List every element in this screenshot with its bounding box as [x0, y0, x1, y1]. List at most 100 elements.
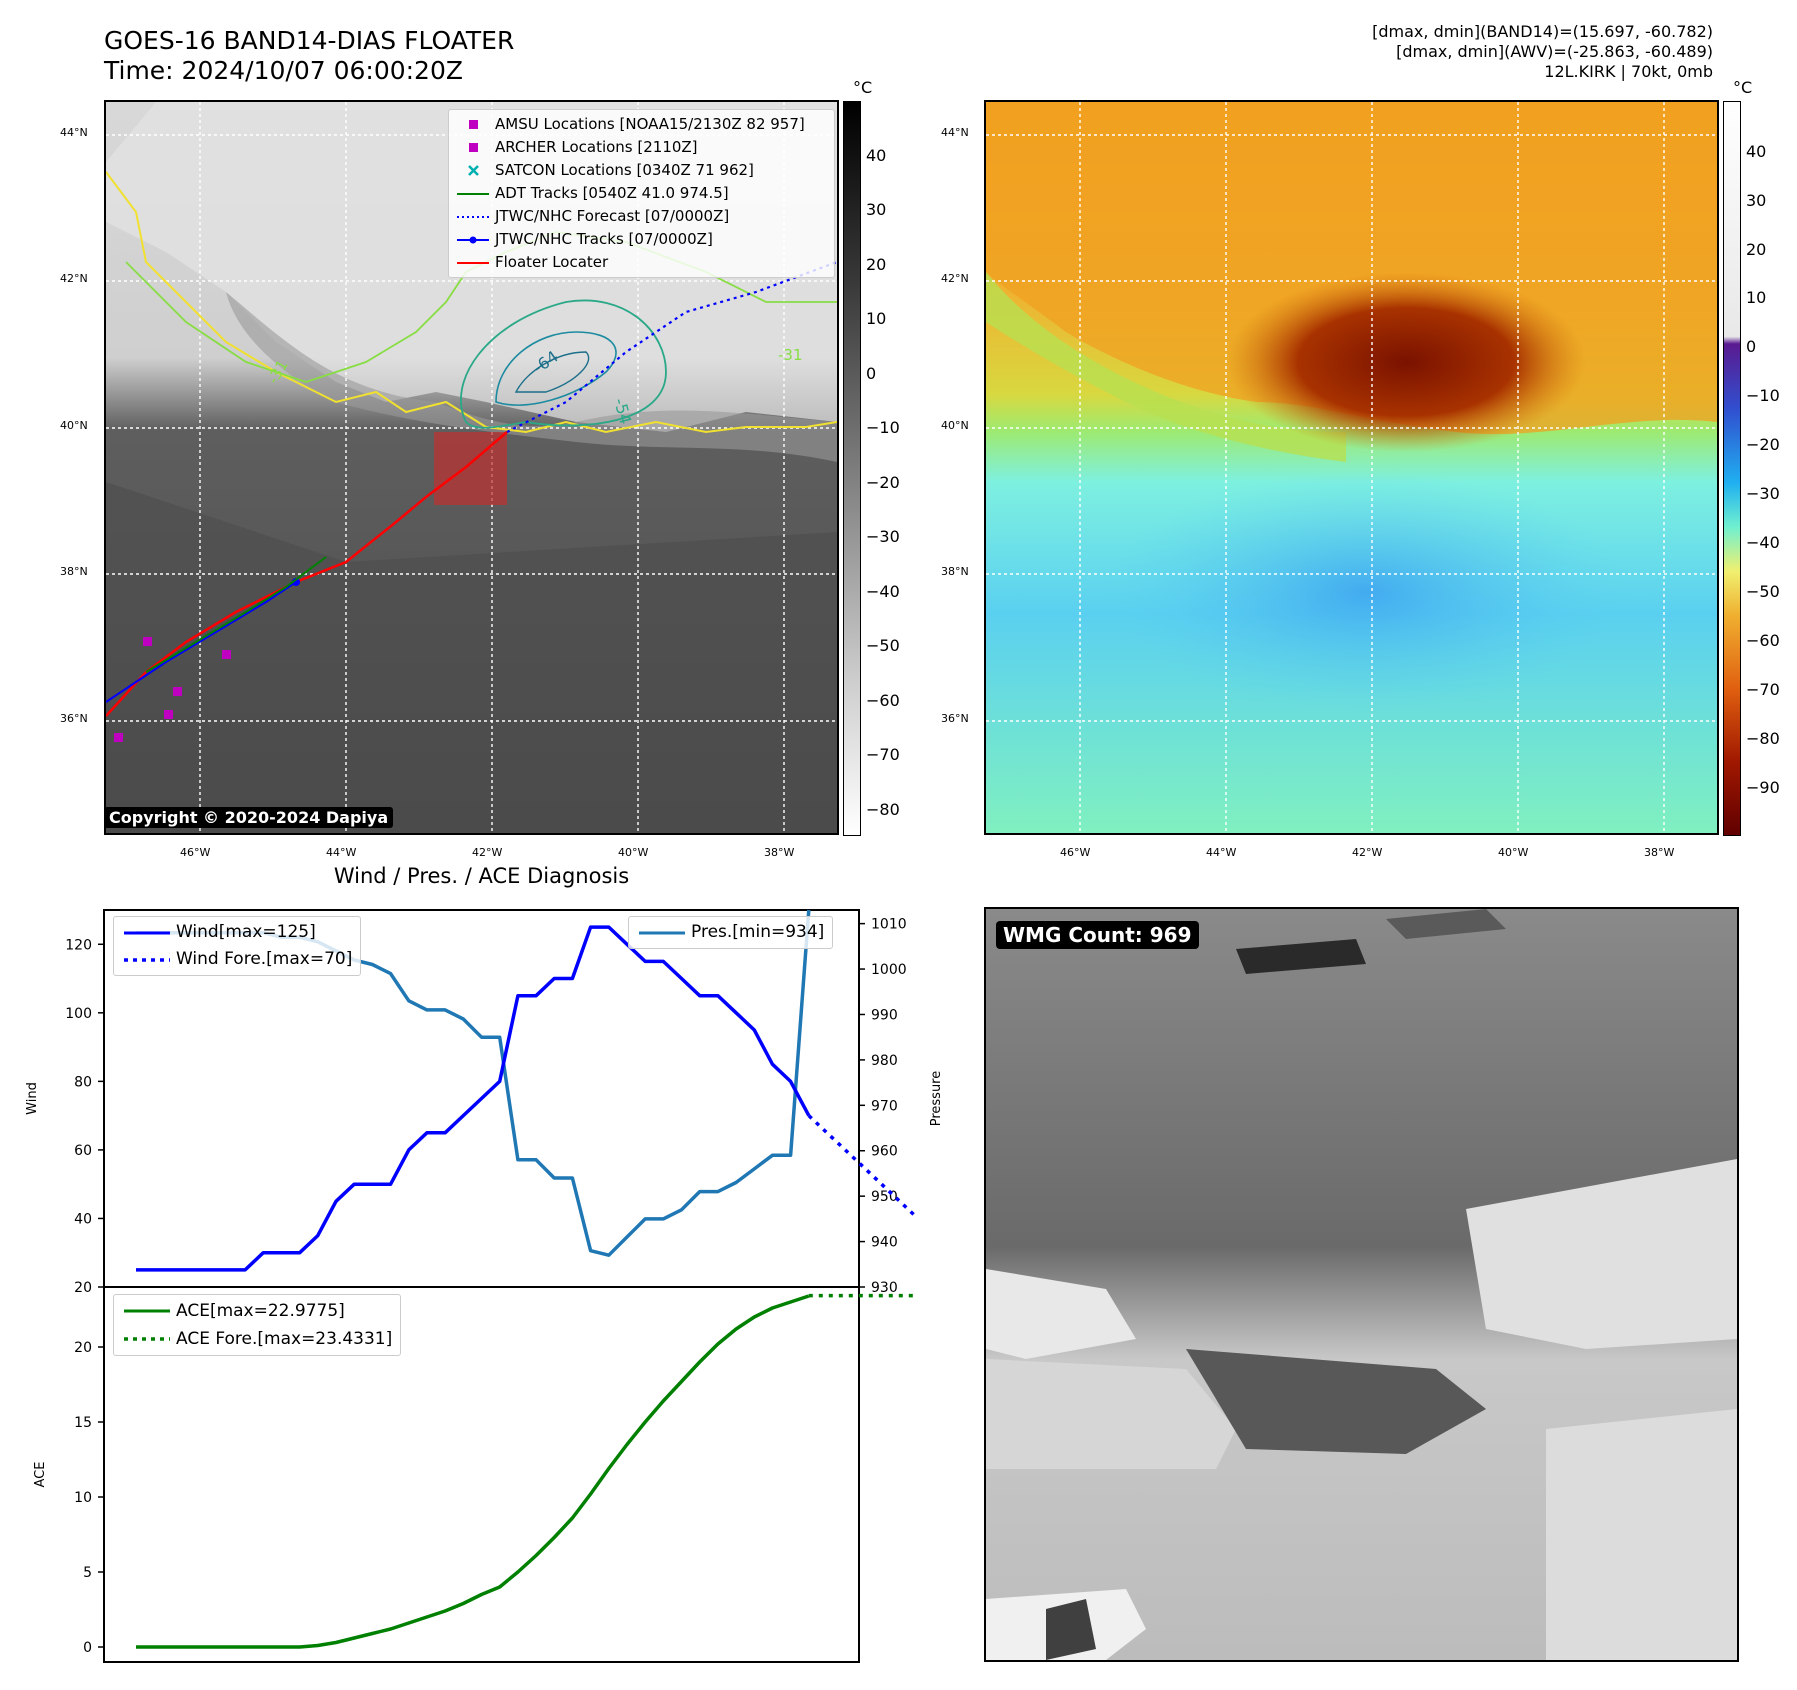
lon-tick: 44°W: [326, 846, 357, 859]
chart-title: Wind / Pres. / ACE Diagnosis: [333, 864, 630, 888]
ace-axis-label: ACE: [33, 1462, 48, 1488]
wind-tick-label: 40: [74, 1211, 92, 1227]
jtwc-forecast: [506, 260, 837, 433]
pressure-tick-label: 1010: [871, 917, 907, 933]
pressure-tick-label: 960: [871, 1144, 898, 1160]
wind-axis-label: Wind: [25, 1082, 40, 1115]
pressure-tick-label: 940: [871, 1235, 898, 1251]
pressure-tick-label: 1000: [871, 962, 907, 978]
lon-tick: 38°W: [764, 846, 795, 859]
lat-tick: 44°N: [941, 126, 969, 139]
wind-line: [136, 925, 811, 1272]
wind-tick-label: 20: [74, 1280, 92, 1296]
pressure-tick-label: 980: [871, 1053, 898, 1069]
copyright-label: Copyright © 2020-2024 Dapiya: [104, 807, 394, 828]
lon-tick: 44°W: [1206, 846, 1237, 859]
figure-title: GOES-16 BAND14-DIAS FLOATER Time: 2024/10…: [104, 26, 514, 86]
line-marker-icon: [457, 182, 489, 205]
lat-tick: 44°N: [60, 126, 88, 139]
diagnosis-chart: 2040608010012093094095096097098099010001…: [25, 909, 944, 1663]
legend-satcon: SATCON Locations [0340Z 71 962]: [449, 159, 834, 182]
contour-label-31a: -31: [778, 346, 803, 364]
lon-tick: 46°W: [1060, 846, 1091, 859]
ir-color-map: [984, 100, 1719, 835]
title-line-time: Time: 2024/10/07 06:00:20Z: [104, 56, 463, 85]
legend-amsu: AMSU Locations [NOAA15/2130Z 82 957]: [449, 113, 834, 136]
x-marker-icon: [457, 159, 489, 182]
pressure-tick-label: 970: [871, 1098, 898, 1114]
wind-tick-label: 120: [65, 937, 92, 953]
info-band14-range: [dmax, dmin](BAND14)=(15.697, -60.782): [1372, 22, 1713, 41]
square-marker-icon: [457, 113, 489, 136]
legend-pres: Pres.[min=934]: [629, 919, 824, 946]
floater-track: [106, 431, 508, 717]
color-colorbar-unit: °C: [1733, 78, 1753, 97]
ace-axes-frame: [103, 1286, 860, 1663]
legend-archer: ARCHER Locations [2110Z]: [449, 136, 834, 159]
map-legend: AMSU Locations [NOAA15/2130Z 82 957] ARC…: [448, 109, 835, 278]
color-colorbar: [1723, 101, 1741, 836]
jtwc-track: [106, 581, 297, 703]
info-storm: 12L.KIRK | 70kt, 0mb: [1544, 62, 1713, 81]
ir-color-map-canvas: [986, 102, 1717, 833]
pres-legend: Pres.[min=934]: [628, 916, 834, 949]
ace-tick-label: 15: [74, 1415, 92, 1431]
figure-info: [dmax, dmin](BAND14)=(15.697, -60.782) […: [1372, 22, 1713, 82]
gray-colorbar-unit: °C: [853, 78, 873, 97]
ace-tick-label: 20: [74, 1340, 92, 1356]
lat-tick: 42°N: [60, 272, 88, 285]
dotted-line-icon: [122, 946, 172, 973]
amsu-archer-points: [114, 637, 231, 742]
gray-colorbar: [843, 101, 861, 836]
lon-tick: 40°W: [618, 846, 649, 859]
lon-tick: 40°W: [1498, 846, 1529, 859]
lon-tick: 38°W: [1644, 846, 1675, 859]
lon-tick: 42°W: [472, 846, 503, 859]
lon-tick: 42°W: [1352, 846, 1383, 859]
ace-legend: ACE[max=22.9775] ACE Fore.[max=23.4331]: [113, 1294, 402, 1356]
wind-tick-label: 60: [74, 1143, 92, 1159]
legend-forecast: JTWC/NHC Forecast [07/0000Z]: [449, 205, 834, 228]
ace-tick-label: 5: [83, 1565, 92, 1581]
wmg-count-badge: WMG Count: 969: [996, 921, 1199, 949]
lat-tick: 36°N: [60, 712, 88, 725]
dotted-line-icon: [457, 205, 489, 228]
pressure-tick-label: 930: [871, 1280, 898, 1296]
lat-tick: 38°N: [941, 565, 969, 578]
wmg-panel-canvas: [986, 909, 1737, 1660]
line-marker-icon: [457, 251, 489, 274]
info-awv-range: [dmax, dmin](AWV)=(-25.863, -60.489): [1396, 42, 1713, 61]
wind-forecast-line: [807, 1114, 920, 1220]
legend-wind-fore: Wind Fore.[max=70]: [114, 946, 352, 973]
pressure-axis-label: Pressure: [929, 1071, 944, 1127]
ace-tick-label: 10: [74, 1490, 92, 1506]
legend-floater: Floater Locater: [449, 251, 834, 274]
legend-ace: ACE[max=22.9775]: [114, 1297, 392, 1325]
square-marker-icon: [457, 136, 489, 159]
lat-tick: 42°N: [941, 272, 969, 285]
legend-ace-fore: ACE Fore.[max=23.4331]: [114, 1325, 392, 1353]
floater-box: [434, 432, 507, 505]
lat-tick: 40°N: [60, 419, 88, 432]
lon-tick: 46°W: [180, 846, 211, 859]
solid-line-icon: [122, 919, 172, 946]
lat-tick: 38°N: [60, 565, 88, 578]
lat-tick: 36°N: [941, 712, 969, 725]
wind-legend: Wind[max=125] Wind Fore.[max=70]: [113, 916, 362, 976]
legend-wind: Wind[max=125]: [114, 919, 352, 946]
solid-line-icon: [637, 919, 687, 946]
dot-line-icon: [457, 228, 489, 251]
legend-tracks: JTWC/NHC Tracks [07/0000Z]: [449, 228, 834, 251]
wind-tick-label: 100: [65, 1006, 92, 1022]
ace-tick-label: 0: [83, 1640, 92, 1656]
wind-tick-label: 80: [74, 1074, 92, 1090]
title-line-product: GOES-16 BAND14-DIAS FLOATER: [104, 26, 515, 55]
wmg-panel: [984, 907, 1739, 1662]
lat-tick: 40°N: [941, 419, 969, 432]
pressure-tick-label: 990: [871, 1007, 898, 1023]
adt-track: [145, 556, 327, 673]
pressure-tick-label: 950: [871, 1189, 898, 1205]
legend-adt: ADT Tracks [0540Z 41.0 974.5]: [449, 182, 834, 205]
ace-line: [136, 1294, 810, 1649]
dotted-line-icon: [122, 1325, 172, 1353]
